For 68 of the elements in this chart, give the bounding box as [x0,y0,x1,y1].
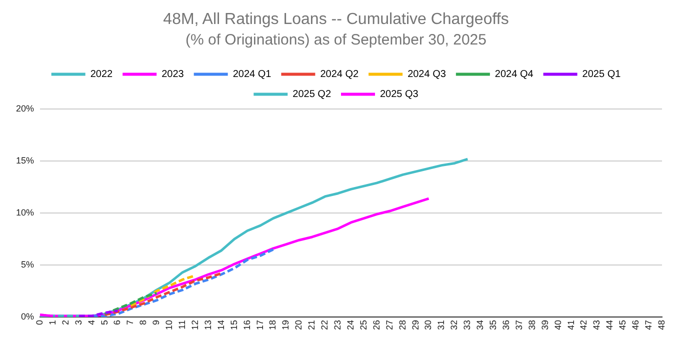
legend-label: 2023 [162,68,184,80]
x-tick-label: 41 [566,320,576,330]
legend-label: 2022 [90,68,114,80]
x-tick-label: 45 [618,320,628,330]
x-tick-label: 47 [644,320,654,330]
line-series [90,248,275,317]
y-tick-label: 5% [21,260,34,270]
x-tick-label: 42 [578,320,589,330]
legend-label: 2024 Q3 [408,68,446,80]
x-tick-label: 1 [47,320,58,326]
x-tick-label: 44 [604,320,615,330]
legend-label: 2024 Q1 [232,68,272,80]
x-tick-label: 39 [540,320,550,330]
x-tick-label: 19 [280,320,291,330]
x-tick-label: 13 [202,320,213,330]
x-tick-label: 6 [112,320,122,326]
legend-label: 2025 Q1 [582,68,622,80]
x-tick-label: 25 [358,320,368,330]
x-tick-label: 37 [514,320,524,330]
x-tick-label: 31 [436,320,446,330]
x-tick-label: 21 [306,320,317,330]
x-tick-label: 11 [177,320,188,330]
x-tick-label: 17 [254,320,265,330]
line-series [104,292,158,316]
x-tick-label: 29 [410,320,420,330]
chart-subtitle: (% of Originations) as of September 30, 2025 [186,31,486,48]
x-tick-label: 7 [125,320,136,326]
x-tick-label: 48 [656,320,666,330]
x-tick-label: 33 [462,320,472,330]
x-tick-label: 10 [164,320,174,330]
x-tick-label: 0 [34,320,44,326]
x-tick-label: 43 [592,320,602,330]
x-tick-label: 15 [228,320,239,330]
legend-label: 2024 Q2 [320,68,359,80]
x-tick-label: 9 [151,320,162,326]
x-tick-label: 22 [320,320,330,330]
y-tick-label: 10% [16,208,34,218]
x-tick-label: 4 [86,320,96,326]
x-tick-label: 16 [242,320,252,330]
x-tick-label: 26 [371,320,382,330]
legend-label: 2024 Q4 [494,68,534,80]
y-tick-label: 15% [16,156,34,166]
x-tick-label: 20 [294,320,304,330]
x-tick-label: 23 [332,320,343,330]
chart-title: 48M, All Ratings Loans -- Cumulative Chargeoffs [163,11,509,28]
line-series [104,272,223,316]
x-tick-label: 3 [73,320,84,326]
x-tick-label: 28 [397,320,408,330]
x-tick-label: 38 [526,320,537,330]
x-tick-label: 2 [60,320,70,326]
x-tick-label: 18 [268,320,278,330]
legend-label: 2025 Q2 [292,88,332,100]
x-tick-label: 27 [384,320,394,330]
x-tick-label: 35 [488,320,498,330]
x-tick-label: 40 [552,320,563,330]
x-tick-label: 5 [99,320,110,326]
legend-label: 2025 Q3 [380,88,419,100]
x-tick-label: 12 [190,320,200,330]
x-tick-label: 24 [345,320,356,330]
x-tick-label: 46 [630,320,641,330]
y-tick-label: 20% [16,104,34,114]
y-tick-label: 0% [21,311,34,322]
x-tick-label: 14 [216,320,226,330]
x-tick-label: 32 [449,320,460,330]
x-tick-label: 8 [138,320,148,326]
x-tick-label: 30 [423,320,434,330]
x-tick-label: 36 [500,320,511,330]
x-tick-label: 34 [475,320,486,330]
